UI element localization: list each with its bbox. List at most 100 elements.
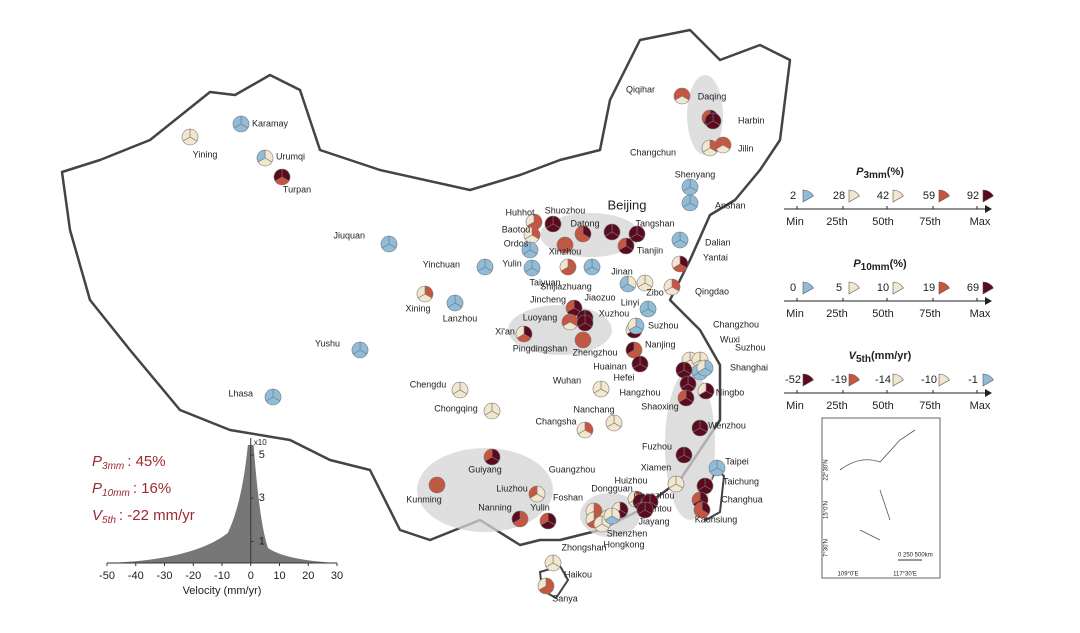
city-label: Linyi <box>621 297 640 307</box>
glyph-sector <box>576 421 586 435</box>
city-label: Hongkong <box>603 539 644 549</box>
glyph-sector <box>671 231 681 245</box>
y-multiplier: x10 <box>254 438 267 447</box>
glyph-sector <box>631 355 641 369</box>
city-label: Qiqihar <box>626 84 655 94</box>
glyph-sector <box>628 225 638 239</box>
glyph-sector <box>691 351 701 365</box>
legend-value: -10 <box>921 374 937 386</box>
legend-scale-label: 50th <box>872 400 893 412</box>
glyph-sector <box>264 388 274 402</box>
x-tick-label: 30 <box>331 570 343 582</box>
city-label: Shenzhen <box>607 528 648 538</box>
city-label: Kunming <box>406 494 442 504</box>
summary-subscript: 10mm <box>102 488 130 499</box>
glyph-sector <box>696 359 706 373</box>
city-label: Xining <box>405 303 430 313</box>
legend-scale-label: Max <box>970 308 991 320</box>
city-label: Shenyang <box>675 169 716 179</box>
legend-scale-label: 75th <box>919 308 940 320</box>
city-label: Shuozhou <box>545 205 586 215</box>
city-label: Shantou <box>638 503 672 513</box>
x-tick-label: 20 <box>302 570 314 582</box>
glyph-sector <box>256 149 266 163</box>
x-tick-label: -40 <box>128 570 144 582</box>
legend-symbol-shape <box>802 281 814 295</box>
city-label: Xuzhou <box>599 308 630 318</box>
glyph-sector <box>619 275 629 289</box>
inset-coast <box>839 429 916 541</box>
glyph-sector <box>483 402 493 416</box>
legend-scale-label: 50th <box>872 216 893 228</box>
glyph-sector <box>697 382 707 396</box>
city-label: Dalian <box>705 237 731 247</box>
city-label: Yulin <box>530 502 550 512</box>
city-label: Nanjing <box>645 339 676 349</box>
legend-symbol-shape <box>802 373 814 387</box>
legend-value: 69 <box>967 282 979 294</box>
city-label: Jilin <box>738 143 754 153</box>
glyph-sector <box>483 448 493 462</box>
x-tick-label: -50 <box>99 570 115 582</box>
legend-value: 28 <box>833 190 845 202</box>
glyph-sector <box>625 341 635 355</box>
city-label: Jiayang <box>638 516 669 526</box>
legend-scale-label: Max <box>970 216 991 228</box>
glyph-sector <box>561 313 571 327</box>
inset-lat-label: 22°30'N <box>824 459 830 480</box>
city-label: Sanya <box>552 593 578 603</box>
inset-map: 22°30'N 15°0'N 7°30'N 109°0'E 117°30'E 0 250 … <box>821 417 941 579</box>
x-tick-label: 10 <box>273 570 285 582</box>
city-label: Yulin <box>502 258 522 268</box>
glyph-sector <box>639 300 649 314</box>
legend-value: -19 <box>831 374 847 386</box>
legend-scale-label: 25th <box>826 216 847 228</box>
city-label: Pingdingshan <box>513 343 568 353</box>
inset-scale-label: 0 250 500km <box>898 553 933 559</box>
legend-unit: (%) <box>890 258 907 270</box>
glyph-sector <box>663 278 673 292</box>
glyph-sector <box>617 237 627 251</box>
glyph-sector <box>446 294 456 308</box>
city-label: Haikou <box>564 569 592 579</box>
city-label: Yushu <box>315 338 340 348</box>
glyph-sector <box>544 554 554 568</box>
city-label: Qingdao <box>695 286 729 296</box>
city-label: Karamay <box>252 118 289 128</box>
city-label: Tangshan <box>635 218 674 228</box>
summary-subscript: 3mm <box>102 461 124 472</box>
glyph-sector <box>232 115 242 129</box>
city-label: Luoyang <box>523 312 558 322</box>
y-tick-label: 3 <box>259 492 265 504</box>
glyph-sector <box>693 501 703 515</box>
glyph-sector <box>681 178 691 192</box>
glyph-sector <box>181 128 191 142</box>
legend-subscript: 10mm <box>861 262 890 273</box>
glyph-sector <box>671 255 681 269</box>
glyph-sector <box>523 226 533 240</box>
city-label: Yining <box>193 149 218 159</box>
summary-text: : -22 mm/yr <box>119 507 195 524</box>
city-label: Harbin <box>738 115 765 125</box>
glyph-sector <box>636 274 646 288</box>
city-label: Yinchuan <box>423 259 460 269</box>
y-tick-label: 1 <box>259 535 265 547</box>
summary-line: P10mm: 16% <box>92 480 171 499</box>
histogram-shape <box>107 445 337 563</box>
legend-arrow <box>985 205 992 213</box>
glyph-sector <box>273 168 283 182</box>
legend-value: -52 <box>785 374 801 386</box>
legend-value: 5 <box>836 282 842 294</box>
city-label: Xiamen <box>641 462 672 472</box>
legend-title: V5th(mm/yr) <box>849 350 912 365</box>
legend-symbol-shape <box>938 373 950 387</box>
summary-text: : 16% <box>133 480 171 497</box>
city-label: Changchun <box>630 147 676 157</box>
legend-scale-label: 50th <box>872 308 893 320</box>
city-label: Yantai <box>703 252 728 262</box>
city-label: Hefei <box>613 372 634 382</box>
glyph-sector <box>605 414 615 428</box>
city-label: Zhengzhou <box>572 347 617 357</box>
y-tick-label: 5 <box>259 449 265 461</box>
